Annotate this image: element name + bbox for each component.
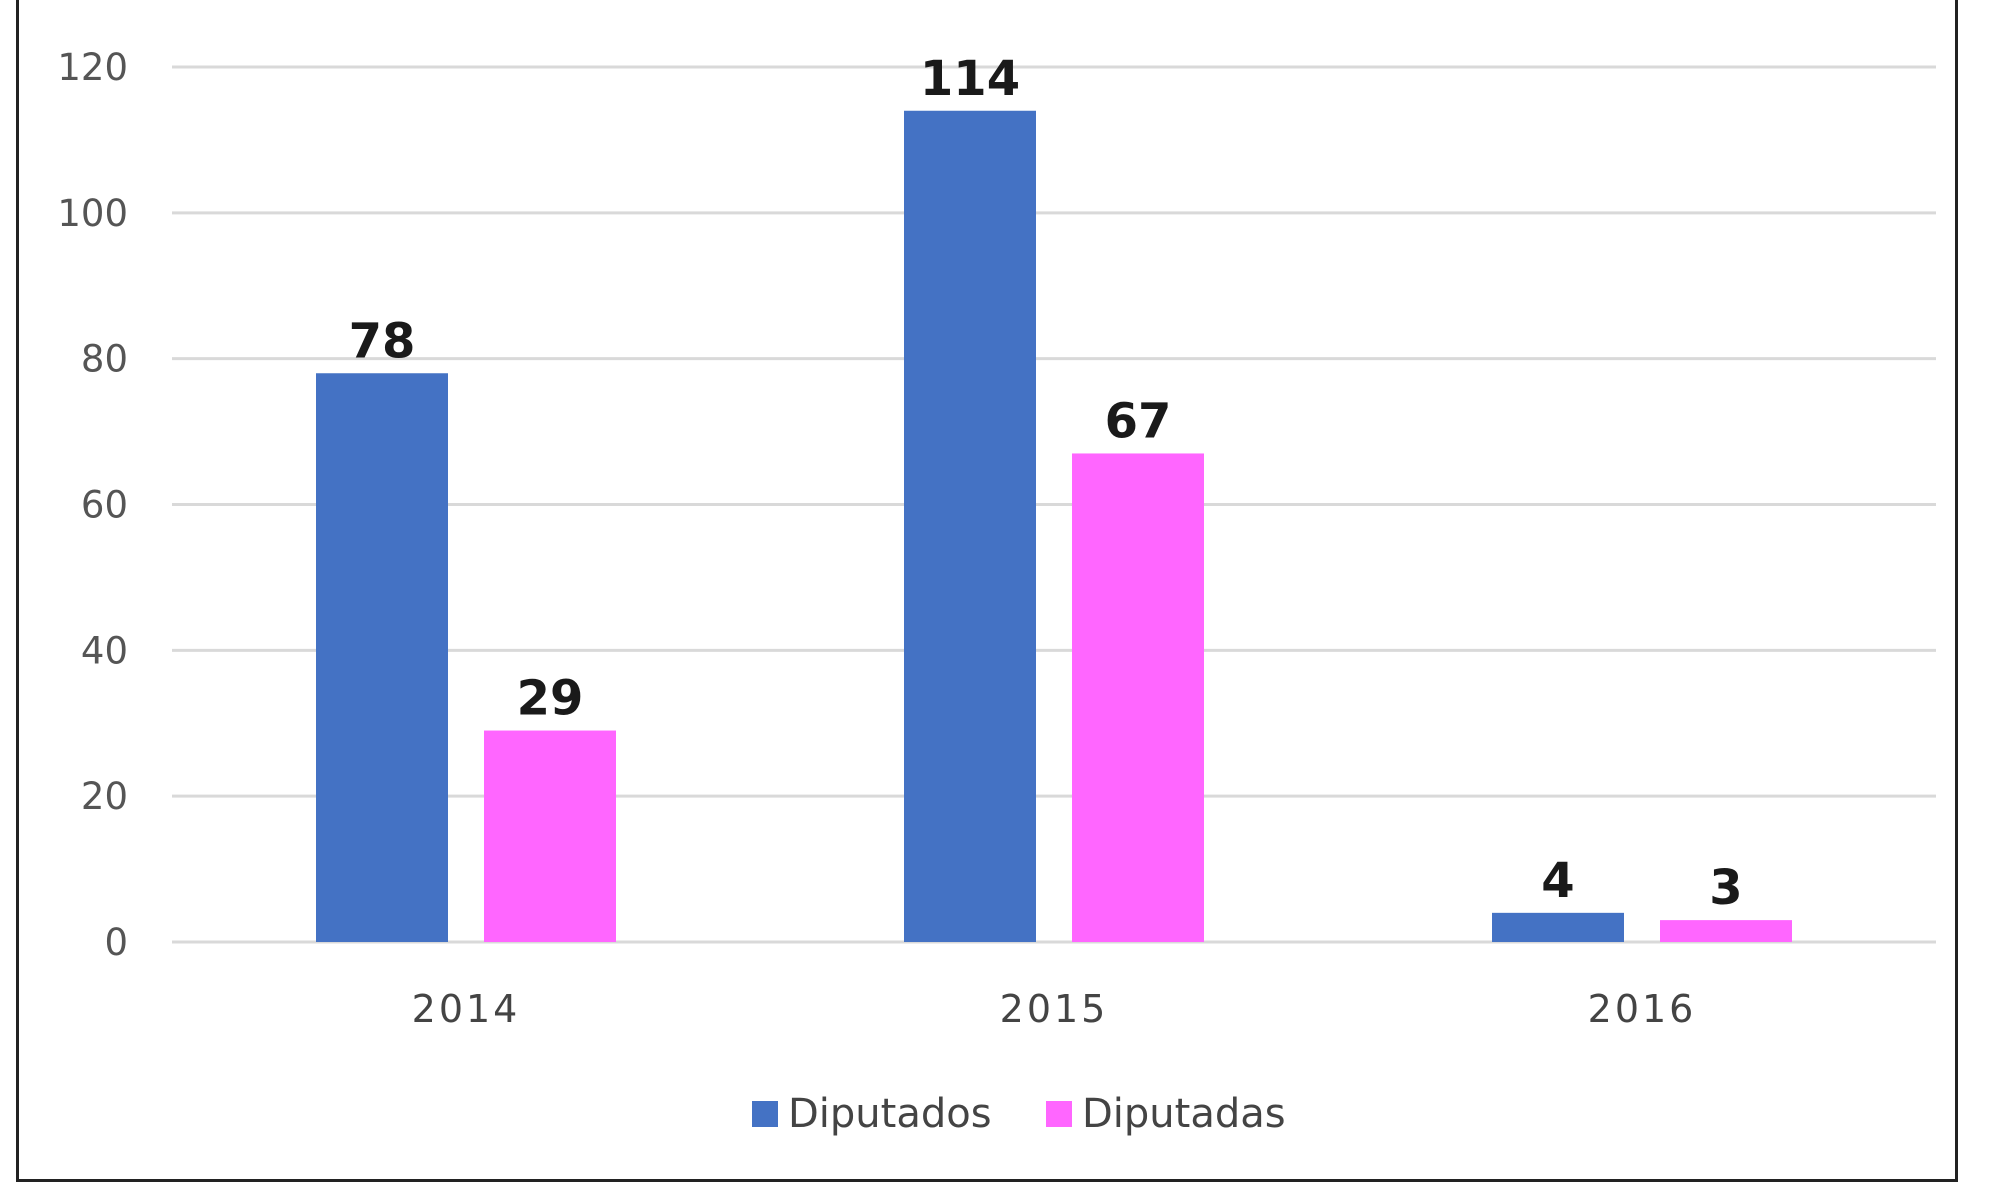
bar-diputadas-2015: [1072, 453, 1204, 942]
legend-label-diputadas: Diputadas: [1082, 1091, 1286, 1137]
y-tick-label: 40: [81, 629, 128, 672]
data-labels: 78 29 114 67 4 3: [349, 51, 1743, 916]
x-category-label: 2016: [1588, 987, 1697, 1031]
data-label: 29: [517, 671, 584, 727]
legend: Diputados Diputadas: [752, 1091, 1286, 1137]
x-category-label: 2015: [1000, 987, 1109, 1031]
data-label: 67: [1105, 393, 1172, 449]
bars: [316, 110, 1792, 942]
y-tick-label: 60: [81, 484, 128, 527]
y-tick-label: 80: [81, 338, 128, 381]
gridlines: [172, 65, 1936, 944]
y-axis-ticks: 0 20 40 60 80 100 120: [57, 46, 128, 964]
y-tick-label: 120: [57, 46, 128, 89]
legend-label-diputados: Diputados: [788, 1091, 992, 1137]
bar-diputados-2014: [316, 373, 448, 942]
bar-diputados-2016: [1492, 912, 1624, 942]
bar-diputadas-2016: [1660, 920, 1792, 942]
data-label: 78: [349, 313, 416, 369]
data-label: 114: [920, 51, 1020, 107]
bar-diputadas-2014: [484, 730, 616, 942]
data-label: 4: [1541, 853, 1574, 909]
x-category-label: 2014: [412, 987, 521, 1031]
x-axis-categories: 2014 2015 2016: [412, 987, 1697, 1031]
legend-swatch-diputadas: [1046, 1101, 1072, 1127]
legend-swatch-diputados: [752, 1101, 778, 1127]
y-tick-label: 100: [57, 192, 128, 235]
bar-diputados-2015: [904, 110, 1036, 942]
y-tick-label: 20: [81, 775, 128, 818]
data-label: 3: [1709, 860, 1742, 916]
y-tick-label: 0: [104, 921, 128, 964]
